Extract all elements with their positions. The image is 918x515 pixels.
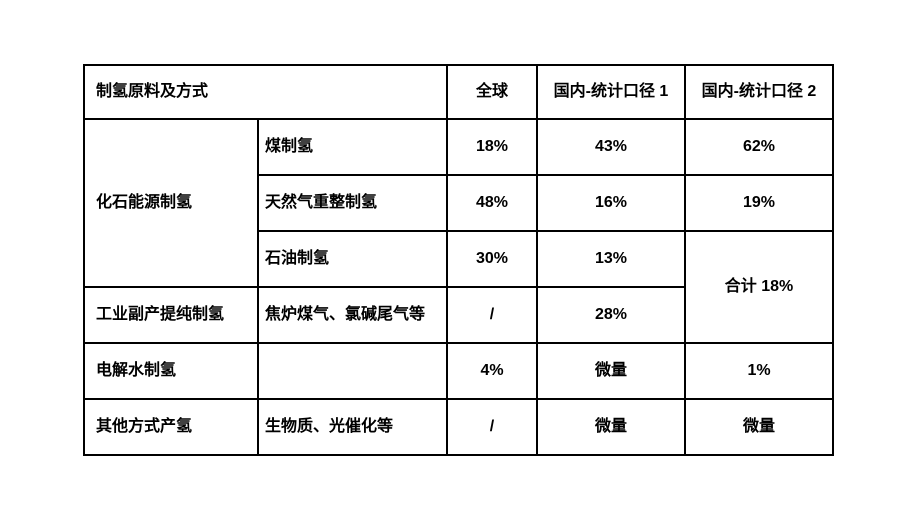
value-cell-global: 48%: [446, 174, 538, 232]
value-cell-domestic1: 43%: [536, 118, 686, 176]
table-row-coal: 化石能源制氢 煤制氢 18% 43% 62%: [83, 118, 834, 288]
method-cell: 天然气重整制氢: [257, 174, 448, 232]
hydrogen-production-table: 制氢原料及方式 全球 国内-统计口径 1 国内-统计口径 2 化石能源制氢 煤制…: [83, 64, 834, 456]
value-cell-domestic2-merged-total: 合计 18%: [684, 230, 834, 344]
method-cell: 生物质、光催化等: [257, 398, 448, 456]
method-cell-empty: [257, 342, 448, 400]
value-cell-domestic2: 微量: [684, 398, 834, 456]
value-cell-domestic2: 1%: [684, 342, 834, 400]
table-row-industrial-byproduct: 工业副产提纯制氢 焦炉煤气、氯碱尾气等 / 28%: [83, 286, 833, 344]
value-cell-domestic1: 13%: [536, 230, 686, 288]
value-cell-domestic2: 62%: [684, 118, 834, 176]
table-row-natural-gas: 天然气重整制氢 48% 16% 19%: [84, 174, 834, 232]
category-cell-fossil: 化石能源制氢: [83, 118, 259, 288]
header-cell-domestic2: 国内-统计口径 2: [684, 64, 834, 120]
header-cell-domestic1: 国内-统计口径 1: [536, 64, 686, 120]
hydrogen-production-table-wrap: 制氢原料及方式 全球 国内-统计口径 1 国内-统计口径 2 化石能源制氢 煤制…: [83, 64, 834, 456]
table-row-other-methods: 其他方式产氢 生物质、光催化等 / 微量 微量: [83, 398, 834, 456]
method-cell: 焦炉煤气、氯碱尾气等: [257, 286, 448, 344]
value-cell-global: /: [446, 398, 538, 456]
method-cell: 石油制氢: [257, 230, 448, 288]
value-cell-domestic1: 微量: [536, 398, 686, 456]
value-cell-domestic2: 19%: [684, 174, 834, 232]
value-cell-domestic1: 微量: [536, 342, 686, 400]
table-row-electrolysis: 电解水制氢 4% 微量 1%: [83, 342, 834, 400]
value-cell-global: 30%: [446, 230, 538, 288]
table-header-row: 制氢原料及方式 全球 国内-统计口径 1 国内-统计口径 2: [83, 64, 834, 120]
value-cell-domestic1: 16%: [536, 174, 686, 232]
header-cell-method: 制氢原料及方式: [83, 64, 448, 120]
value-cell-global: 4%: [446, 342, 538, 400]
table-row-oil: 石油制氢 30% 13% 合计 18%: [84, 230, 834, 344]
header-cell-global: 全球: [446, 64, 538, 120]
value-cell-domestic1: 28%: [536, 286, 686, 344]
category-cell-byproduct: 工业副产提纯制氢: [83, 286, 259, 344]
value-cell-global: /: [446, 286, 538, 344]
value-cell-global: 18%: [446, 118, 538, 176]
category-cell-other: 其他方式产氢: [83, 398, 259, 456]
method-cell: 煤制氢: [257, 118, 448, 176]
category-cell-electrolysis: 电解水制氢: [83, 342, 259, 400]
